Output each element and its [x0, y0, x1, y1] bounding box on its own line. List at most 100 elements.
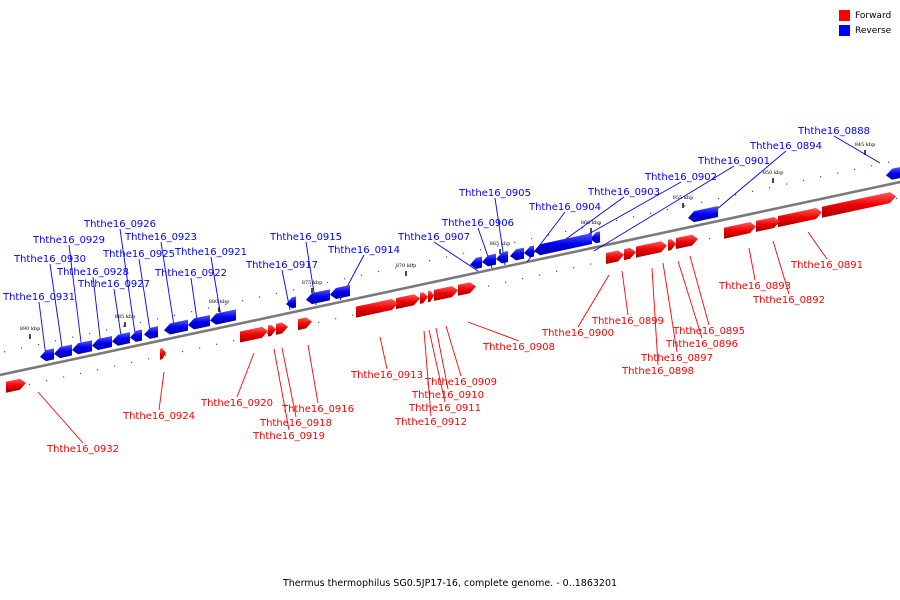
gene-label: Ththe16_0905 [458, 188, 531, 199]
axis-tick-label: 880 kbp [209, 299, 230, 305]
gene-label: Ththe16_0923 [124, 232, 197, 243]
gene-connector [445, 325, 462, 377]
gene-arrow [356, 298, 398, 318]
gene-label: Ththe16_0902 [644, 172, 717, 183]
gene-connector [37, 391, 84, 444]
gene-label: Ththe16_0893 [718, 281, 791, 292]
legend-forward: Forward [839, 10, 891, 21]
gene-label: Ththe16_0926 [83, 219, 156, 230]
caption: Thermus thermophilus SG0.5JP17-16, compl… [282, 578, 618, 589]
gene-arrow [428, 290, 434, 303]
gene-arrow [778, 208, 822, 228]
gene-label: Ththe16_0911 [408, 403, 481, 414]
gene-arrow [112, 332, 130, 346]
gene-arrow [276, 322, 288, 335]
gene-connector [210, 256, 223, 324]
gene-connector [273, 348, 290, 431]
forward-swatch [839, 10, 850, 21]
gene-connector [677, 260, 703, 339]
gene-label: Ththe16_0915 [269, 232, 342, 243]
gene-label: Ththe16_0894 [749, 141, 822, 152]
gene-connector [621, 270, 629, 316]
gene-connector [158, 371, 165, 411]
axis-tick-label: 875 kbp [302, 280, 323, 286]
gene-arrow [606, 250, 624, 265]
axis-tick-label: 870 kbp [396, 263, 417, 269]
gene-connector [593, 165, 735, 252]
axis-tick-label: 885 kbp [115, 314, 136, 320]
gene-label: Ththe16_0896 [665, 339, 738, 350]
gene-arrow [636, 241, 667, 258]
genome-axis [0, 180, 900, 377]
gene-label: Ththe16_0895 [672, 326, 745, 337]
gene-label: Ththe16_0922 [154, 268, 227, 279]
gene-label: Ththe16_0918 [259, 418, 332, 429]
gene-label: Ththe16_0928 [56, 267, 129, 278]
gene-label: Ththe16_0910 [411, 390, 484, 401]
gene-label: Ththe16_0903 [587, 187, 660, 198]
gene-arrow [668, 239, 676, 251]
gene-connector [435, 327, 449, 390]
gene-label: Ththe16_0927 [77, 279, 150, 290]
axis-tick-label: 890 kbp [20, 326, 41, 332]
gene-connector [281, 347, 297, 418]
gene-arrow [160, 348, 166, 360]
reverse-swatch [839, 25, 850, 36]
gene-connector [423, 330, 432, 417]
gene-label: Ththe16_0929 [32, 235, 105, 246]
gene-connector [662, 262, 678, 353]
gene-arrow [330, 284, 350, 299]
gene-label: Ththe16_0898 [621, 366, 694, 377]
gene-label: Ththe16_0888 [797, 126, 870, 137]
gene-arrow [724, 222, 756, 239]
axis-tick-label: 850 kbp [763, 170, 784, 176]
gene-connector [236, 352, 255, 398]
axis-ticks: 890 kbp 885 kbp 880 kbp 875 kbp 870 kbp 865 k… [20, 142, 876, 339]
gene-arrow [510, 247, 524, 261]
gene-label: Ththe16_0920 [200, 398, 273, 409]
gene-arrow [306, 289, 330, 305]
gene-arrow [210, 309, 236, 325]
gene-arrow [756, 217, 780, 232]
gene-connector [428, 329, 446, 403]
gene-connector [709, 150, 787, 216]
gene-connector [833, 135, 881, 164]
gene-label: Ththe16_0921 [174, 247, 247, 258]
legend-reverse: Reverse [839, 25, 891, 36]
gene-arrow [54, 344, 72, 359]
gene-connector [49, 263, 64, 355]
gene-connector [807, 231, 828, 260]
gene-arrow [40, 348, 54, 362]
gene-label: Ththe16_0924 [122, 411, 195, 422]
gene-arrow [470, 256, 482, 269]
gene-label: Ththe16_0925 [102, 249, 175, 260]
gene-connector [748, 247, 756, 281]
gene-label: Ththe16_0914 [327, 245, 400, 256]
gene-label: Ththe16_0917 [245, 260, 318, 271]
gene-label: Ththe16_0932 [46, 444, 119, 455]
gene-connector [433, 241, 479, 272]
gene-label: Ththe16_0913 [350, 370, 423, 381]
gene-label: Ththe16_0908 [482, 342, 555, 353]
gene-arrow [624, 247, 636, 261]
gene-label: Ththe16_0907 [397, 232, 470, 243]
gene-features [6, 167, 900, 393]
axis-tick-label: 865 kbp [490, 241, 511, 247]
gene-label: Ththe16_0891 [790, 260, 863, 271]
gene-arrow [286, 296, 296, 309]
gene-connector [92, 276, 102, 347]
axis-dots [4, 161, 898, 389]
gene-arrow [590, 231, 600, 244]
gene-connector [772, 240, 790, 295]
gene-connector [379, 336, 388, 370]
gene-label: Ththe16_0899 [591, 316, 664, 327]
gene-arrow [482, 253, 496, 267]
axis-tick-label: 860 kbp [581, 220, 602, 226]
axis-tick-label: 845 kbp [855, 142, 876, 148]
gene-label: Ththe16_0900 [541, 328, 614, 339]
legend-forward-label: Forward [855, 10, 892, 21]
gene-label: Ththe16_0892 [752, 295, 825, 306]
gene-arrow [496, 251, 508, 264]
legend-reverse-label: Reverse [855, 25, 892, 36]
